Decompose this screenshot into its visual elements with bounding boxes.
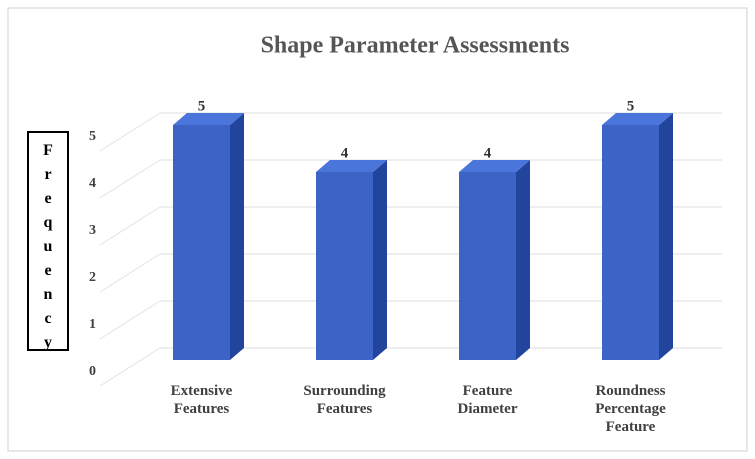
y-tick-label: 5 — [89, 129, 96, 144]
grid-line — [99, 253, 161, 293]
grid-line — [99, 347, 161, 387]
bar — [602, 125, 659, 360]
y-tick-label: 2 — [89, 270, 96, 285]
bar-top — [602, 113, 673, 125]
y-tick-label: 0 — [89, 364, 96, 379]
grid-line — [99, 112, 161, 152]
value-label: 4 — [341, 145, 349, 161]
value-label: 5 — [627, 98, 635, 114]
grid-line — [99, 300, 161, 340]
y-tick-label: 4 — [89, 176, 96, 191]
y-axis-label: Frequency — [27, 131, 69, 351]
x-tick-label: Roundness Percentage Feature — [595, 383, 666, 435]
bar-side — [516, 160, 530, 360]
x-tick-label: Surrounding Features — [303, 383, 386, 417]
y-tick-label: 1 — [89, 317, 96, 332]
x-tick-label: Feature Diameter — [457, 383, 518, 417]
bar-top — [459, 160, 530, 172]
bar — [316, 172, 373, 360]
bar — [173, 125, 230, 360]
bar-top — [316, 160, 387, 172]
chart-title: Shape Parameter Assessments — [261, 33, 570, 59]
value-label: 4 — [484, 145, 492, 161]
bar — [459, 172, 516, 360]
y-tick-label: 3 — [89, 223, 96, 238]
bar-side — [230, 113, 244, 360]
chart-border — [7, 7, 748, 452]
value-label: 5 — [198, 98, 206, 114]
grid-line — [99, 159, 161, 199]
bar-side — [373, 160, 387, 360]
bar-side — [659, 113, 673, 360]
x-tick-label: Extensive Features — [170, 383, 233, 417]
bar-top — [173, 113, 244, 125]
grid-line — [99, 206, 161, 246]
